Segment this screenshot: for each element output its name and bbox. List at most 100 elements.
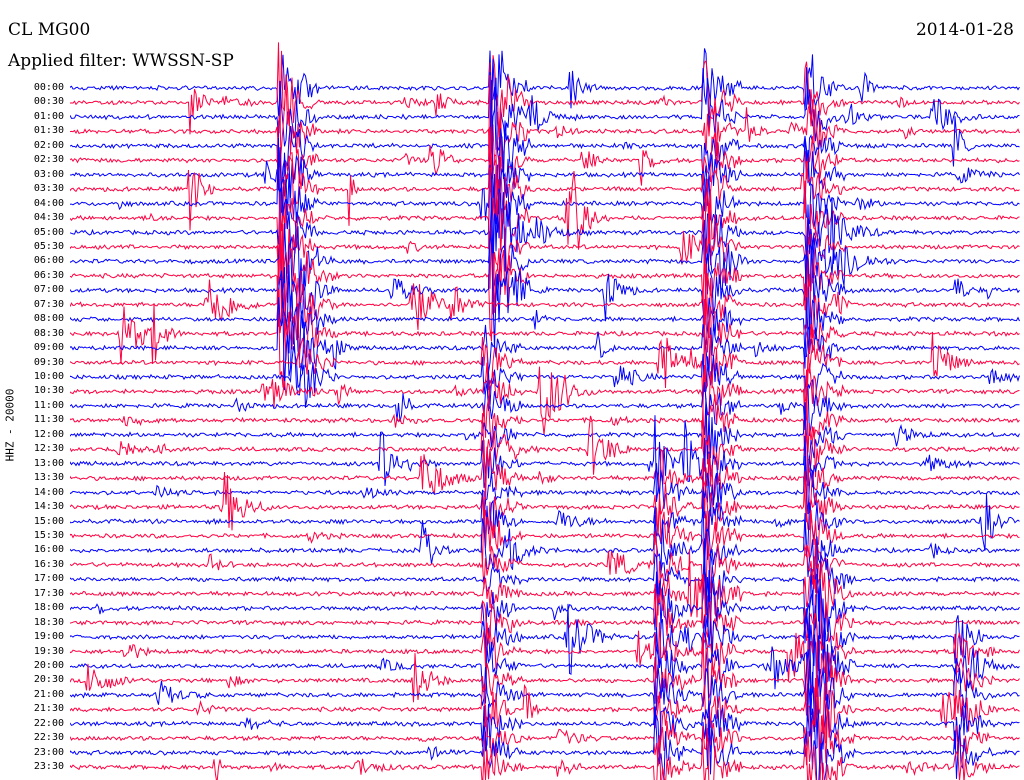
trace-row — [70, 471, 1020, 536]
date-label: 2014-01-28 — [915, 20, 1014, 40]
trace-row — [70, 397, 1020, 461]
trace-row — [70, 455, 1020, 520]
time-tick-label: 15:30 — [33, 529, 64, 541]
trace-row — [70, 197, 1020, 309]
trace-row — [70, 405, 1020, 478]
time-tick-label: 17:00 — [33, 573, 64, 585]
time-tick-label: 09:00 — [33, 342, 64, 354]
time-tick-label: 15:00 — [33, 515, 64, 527]
time-tick-label: 07:00 — [33, 284, 64, 296]
time-tick-label: 12:00 — [33, 428, 64, 440]
time-tick-label: 13:00 — [33, 457, 64, 469]
trace-row — [70, 80, 1020, 224]
time-tick-label: 23:30 — [33, 761, 64, 773]
trace-row — [70, 259, 1020, 343]
time-tick-label: 20:30 — [33, 674, 64, 686]
time-tick-label: 18:30 — [33, 616, 64, 628]
y-axis-label: HHZ - 20000 — [3, 388, 17, 462]
trace-row — [70, 490, 1020, 578]
trace-row — [70, 489, 1020, 560]
time-tick-label: 00:00 — [33, 82, 64, 93]
trace-row — [70, 612, 1020, 722]
trace-row — [70, 48, 1020, 130]
time-tick-label: 09:30 — [33, 356, 64, 368]
time-tick-label: 11:30 — [33, 414, 64, 426]
filter-label: Applied filter: WWSSN-SP — [8, 51, 234, 71]
trace-row — [70, 58, 1020, 151]
time-tick-label: 21:00 — [33, 688, 64, 700]
trace-row — [70, 382, 1020, 436]
time-tick-label: 07:30 — [33, 298, 64, 310]
trace-row — [70, 324, 1020, 410]
seismogram-traces — [70, 42, 1020, 780]
trace-row — [70, 164, 1020, 289]
trace-row — [70, 79, 1020, 193]
time-tick-label: 08:30 — [33, 327, 64, 339]
trace-row — [70, 568, 1020, 649]
time-tick-label: 14:30 — [33, 501, 64, 513]
trace-row — [70, 42, 1020, 142]
trace-row — [70, 632, 1020, 728]
trace-row — [70, 574, 1020, 651]
trace-row — [70, 77, 1020, 191]
trace-row — [70, 362, 1020, 436]
trace-row — [70, 538, 1020, 629]
trace-row — [70, 276, 1020, 360]
time-tick-label: 01:00 — [33, 110, 64, 122]
time-tick-label: 05:00 — [33, 226, 64, 238]
time-tick-label: 22:00 — [33, 717, 64, 729]
time-tick-label: 08:00 — [33, 313, 64, 325]
trace-row — [70, 675, 1020, 758]
trace-row — [70, 613, 1020, 702]
time-tick-label: 13:30 — [33, 472, 64, 484]
trace-row — [70, 369, 1020, 466]
time-tick-label: 17:30 — [33, 587, 64, 599]
time-tick-label: 22:30 — [33, 732, 64, 744]
time-tick-label: 06:00 — [33, 255, 64, 267]
time-tick-label: 10:30 — [33, 385, 64, 397]
trace-row — [70, 297, 1020, 391]
trace-row — [70, 167, 1020, 315]
trace-row — [70, 677, 1020, 780]
time-tick-label: 18:00 — [33, 602, 64, 614]
time-tick-label: 02:30 — [33, 154, 64, 166]
trace-row — [70, 346, 1020, 408]
time-tick-label: 02:00 — [33, 139, 64, 151]
time-tick-label: 00:30 — [33, 96, 64, 108]
time-tick-label: 21:30 — [33, 703, 64, 715]
time-tick-label: 05:30 — [33, 240, 64, 252]
time-tick-label: 04:30 — [33, 212, 64, 224]
trace-row — [70, 231, 1020, 349]
time-tick-label: 06:30 — [33, 269, 64, 281]
trace-row — [70, 578, 1020, 675]
trace-row — [70, 725, 1020, 780]
trace-row — [70, 531, 1020, 602]
trace-row — [70, 538, 1020, 629]
time-tick-label: 16:00 — [33, 544, 64, 556]
trace-row — [70, 289, 1020, 388]
trace-row — [70, 683, 1020, 764]
time-tick-label: 14:00 — [33, 486, 64, 498]
time-tick-label: 19:30 — [33, 645, 64, 657]
time-tick-label: 20:00 — [33, 660, 64, 671]
trace-row — [70, 168, 1020, 274]
time-tick-label: 16:30 — [33, 558, 64, 570]
trace-row — [70, 635, 1020, 750]
trace-row — [70, 137, 1020, 263]
trace-row — [70, 496, 1020, 572]
time-tick-label: 01:30 — [33, 125, 64, 137]
station-title: CL MG00 — [8, 20, 91, 40]
trace-row — [70, 415, 1020, 503]
trace-row — [70, 126, 1020, 237]
trace-row — [70, 712, 1020, 780]
time-tick-label: 03:00 — [33, 168, 64, 180]
time-tick-label: 10:00 — [33, 371, 64, 382]
time-tick-label: 23:00 — [33, 746, 64, 758]
time-tick-label: 12:30 — [33, 443, 64, 455]
time-tick-label: 19:00 — [33, 631, 64, 643]
time-tick-label: 11:00 — [33, 399, 64, 411]
time-tick-label: 03:30 — [33, 183, 64, 195]
time-tick-label: 04:00 — [33, 197, 64, 209]
trace-row — [70, 75, 1020, 202]
